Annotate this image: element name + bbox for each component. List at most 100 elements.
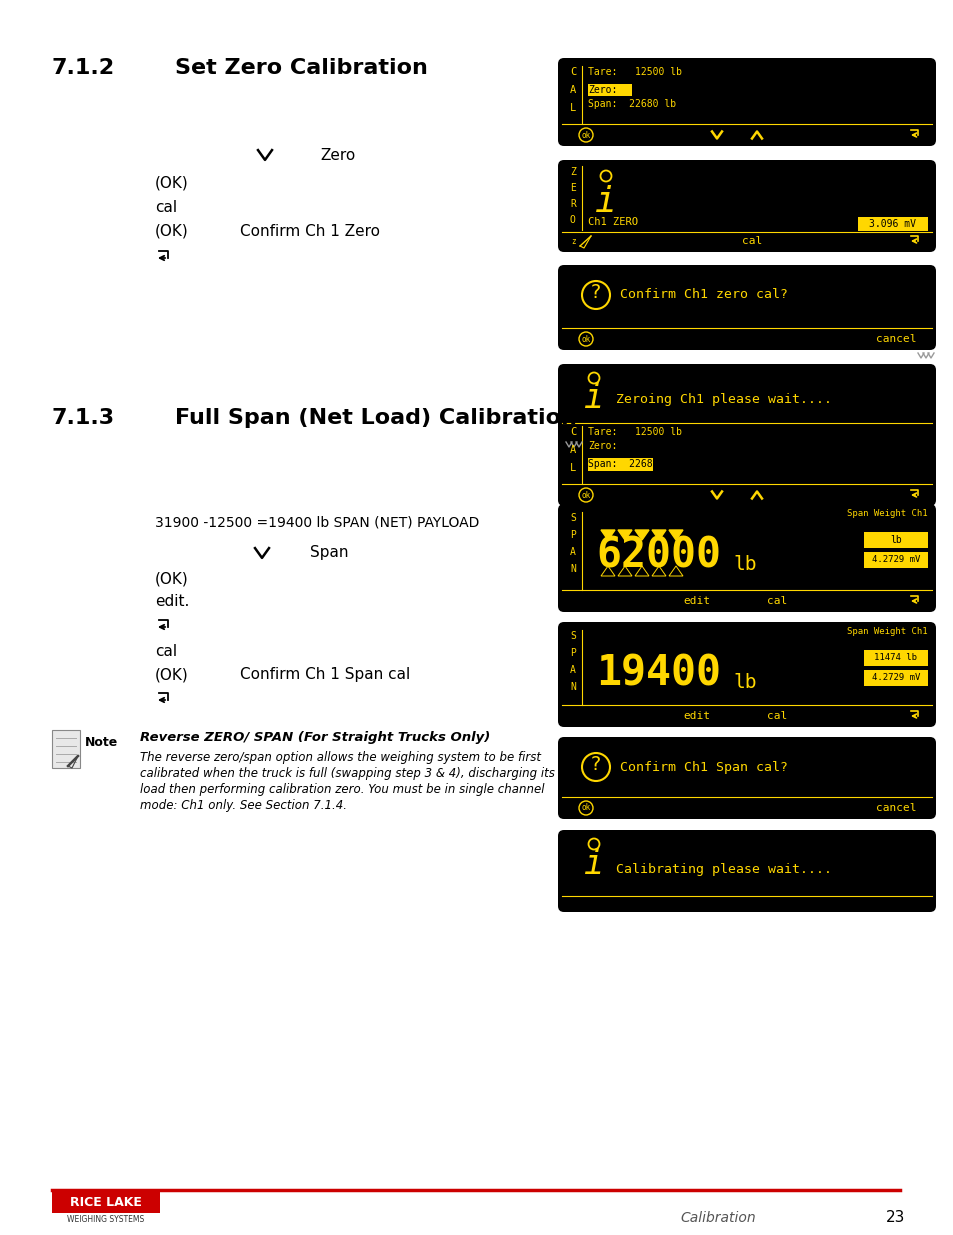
Text: 23: 23 [884, 1210, 904, 1225]
Text: 3.096 mV: 3.096 mV [868, 219, 916, 228]
Text: Calibrating please wait....: Calibrating please wait.... [616, 862, 831, 876]
Text: calibrated when the truck is full (swapping step 3 & 4), discharging its: calibrated when the truck is full (swapp… [140, 767, 555, 781]
Text: Span Weight Ch1: Span Weight Ch1 [846, 510, 927, 519]
Text: cal: cal [741, 236, 761, 246]
Text: 7.1.2: 7.1.2 [52, 58, 115, 78]
Bar [863, 532, 927, 548]
Text: RICE LAKE: RICE LAKE [70, 1195, 142, 1209]
Text: i: i [595, 185, 617, 219]
Text: Full Span (Net Load) Calibration: Full Span (Net Load) Calibration [174, 408, 577, 429]
Bar [587, 84, 631, 96]
Text: lb: lb [889, 535, 901, 545]
Bar [863, 671, 927, 685]
FancyBboxPatch shape [558, 830, 935, 911]
Text: Confirm Ch1 Span cal?: Confirm Ch1 Span cal? [619, 761, 787, 773]
Text: The reverse zero/span option allows the weighing system to be first: The reverse zero/span option allows the … [140, 752, 540, 764]
Text: N: N [569, 564, 576, 574]
Text: (OK): (OK) [154, 572, 189, 587]
Text: S: S [569, 513, 576, 522]
Polygon shape [651, 566, 665, 576]
Text: cal: cal [766, 597, 786, 606]
Text: S: S [569, 631, 576, 641]
Text: (OK): (OK) [154, 175, 189, 190]
FancyBboxPatch shape [558, 504, 935, 613]
Text: ok: ok [580, 131, 590, 140]
FancyBboxPatch shape [558, 622, 935, 727]
Text: Span: Span [310, 546, 348, 561]
Polygon shape [635, 566, 648, 576]
Text: edit: edit [682, 711, 710, 721]
Text: Span:  22680 lb: Span: 22680 lb [587, 99, 676, 109]
Text: cancel: cancel [875, 333, 915, 345]
Text: lb: lb [732, 555, 756, 573]
Text: ?: ? [590, 284, 601, 303]
Text: 7.1.3: 7.1.3 [52, 408, 115, 429]
Text: Zero: Zero [319, 147, 355, 163]
Bar [52, 730, 80, 768]
Text: 11474 lb: 11474 lb [874, 653, 917, 662]
Text: i: i [583, 383, 603, 415]
Text: Calibration: Calibration [679, 1212, 755, 1225]
Polygon shape [618, 566, 631, 576]
Text: 4.2729 mV: 4.2729 mV [871, 556, 920, 564]
Text: mode: Ch1 only. See Section 7.1.4.: mode: Ch1 only. See Section 7.1.4. [140, 799, 347, 813]
Polygon shape [600, 566, 615, 576]
Text: ok: ok [580, 804, 590, 813]
FancyBboxPatch shape [558, 266, 935, 350]
Text: L: L [569, 463, 576, 473]
Text: ?: ? [590, 756, 601, 774]
Text: 4.2729 mV: 4.2729 mV [871, 673, 920, 683]
Polygon shape [618, 530, 631, 540]
Text: Zero:: Zero: [587, 441, 617, 451]
Polygon shape [635, 530, 648, 540]
Text: (OK): (OK) [154, 224, 189, 238]
Bar [52, 1191, 160, 1213]
Text: Tare:   12500 lb: Tare: 12500 lb [587, 427, 681, 437]
Bar [857, 217, 927, 231]
Text: cancel: cancel [875, 803, 915, 813]
Text: P: P [569, 530, 576, 540]
Bar [863, 552, 927, 568]
Text: cal: cal [154, 643, 177, 658]
Text: O: O [569, 215, 576, 225]
Text: Z: Z [569, 167, 576, 177]
Text: ok: ok [580, 490, 590, 499]
Text: WEIGHING SYSTEMS: WEIGHING SYSTEMS [68, 1215, 145, 1224]
Text: A: A [569, 85, 576, 95]
Text: edit: edit [682, 597, 710, 606]
Text: Note: Note [85, 736, 118, 748]
Text: ok: ok [580, 335, 590, 343]
Text: Set Zero Calibration: Set Zero Calibration [174, 58, 428, 78]
Text: L: L [569, 103, 576, 112]
Text: Confirm Ch 1 Span cal: Confirm Ch 1 Span cal [240, 667, 410, 683]
Text: 62000: 62000 [596, 535, 720, 577]
Text: Zeroing Ch1 please wait....: Zeroing Ch1 please wait.... [616, 393, 831, 405]
Text: Reverse ZERO/ SPAN (For Straight Trucks Only): Reverse ZERO/ SPAN (For Straight Trucks … [140, 731, 490, 745]
Text: Confirm Ch 1 Zero: Confirm Ch 1 Zero [240, 224, 379, 238]
FancyBboxPatch shape [558, 364, 935, 438]
Bar [587, 458, 652, 471]
Text: Span Weight Ch1: Span Weight Ch1 [846, 627, 927, 636]
Text: C: C [569, 67, 576, 77]
Text: 31900 -12500 =19400 lb SPAN (NET) PAYLOAD: 31900 -12500 =19400 lb SPAN (NET) PAYLOA… [154, 515, 478, 529]
FancyBboxPatch shape [558, 58, 935, 146]
FancyBboxPatch shape [558, 161, 935, 252]
Text: Zero:: Zero: [587, 85, 617, 95]
Text: E: E [569, 183, 576, 193]
Bar [863, 650, 927, 666]
Text: Tare:   12500 lb: Tare: 12500 lb [587, 67, 681, 77]
Polygon shape [600, 530, 615, 540]
Polygon shape [668, 566, 682, 576]
Text: 19400: 19400 [596, 653, 720, 695]
Text: P: P [569, 648, 576, 658]
Text: A: A [569, 547, 576, 557]
Text: load then performing calibration zero. You must be in single channel: load then performing calibration zero. Y… [140, 783, 544, 797]
FancyBboxPatch shape [558, 417, 935, 506]
Polygon shape [651, 530, 665, 540]
Text: Span:  22680 lb: Span: 22680 lb [587, 459, 676, 469]
Text: C: C [569, 427, 576, 437]
Text: Confirm Ch1 zero cal?: Confirm Ch1 zero cal? [619, 289, 787, 301]
Text: R: R [569, 199, 576, 209]
Polygon shape [668, 530, 682, 540]
Text: (OK): (OK) [154, 667, 189, 683]
